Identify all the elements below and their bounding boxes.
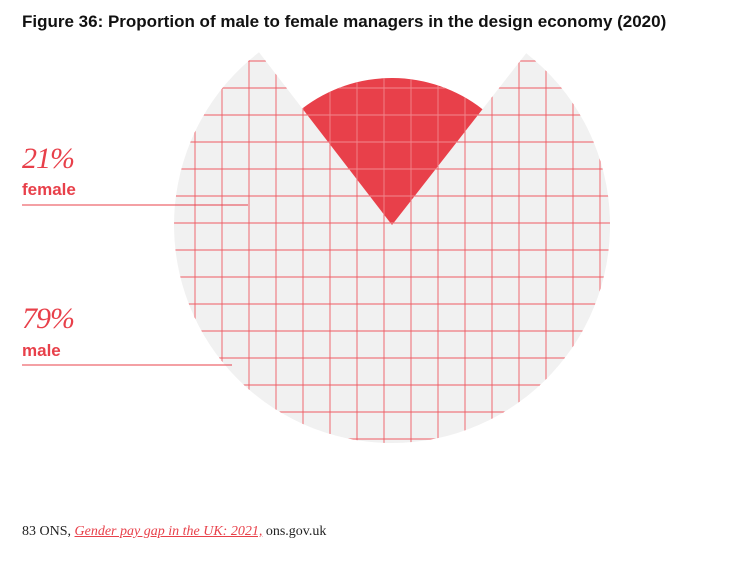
source-link[interactable]: Gender pay gap in the UK: 2021, (74, 524, 263, 539)
footnote-number: 83 (22, 524, 36, 539)
pie-slice-male (174, 52, 611, 444)
male-percent-label: 79% (22, 302, 75, 335)
source-domain: ons.gov.uk (265, 524, 327, 539)
male-category-label: male (22, 341, 61, 360)
footnote-org: ONS, (39, 524, 72, 539)
chart-title: Figure 36: Proportion of male to female … (22, 12, 667, 31)
source-footnote: 83 ONS, Gender pay gap in the UK: 2021, … (22, 524, 326, 540)
female-percent-label: 21% (22, 142, 75, 175)
female-category-label: female (22, 180, 76, 199)
